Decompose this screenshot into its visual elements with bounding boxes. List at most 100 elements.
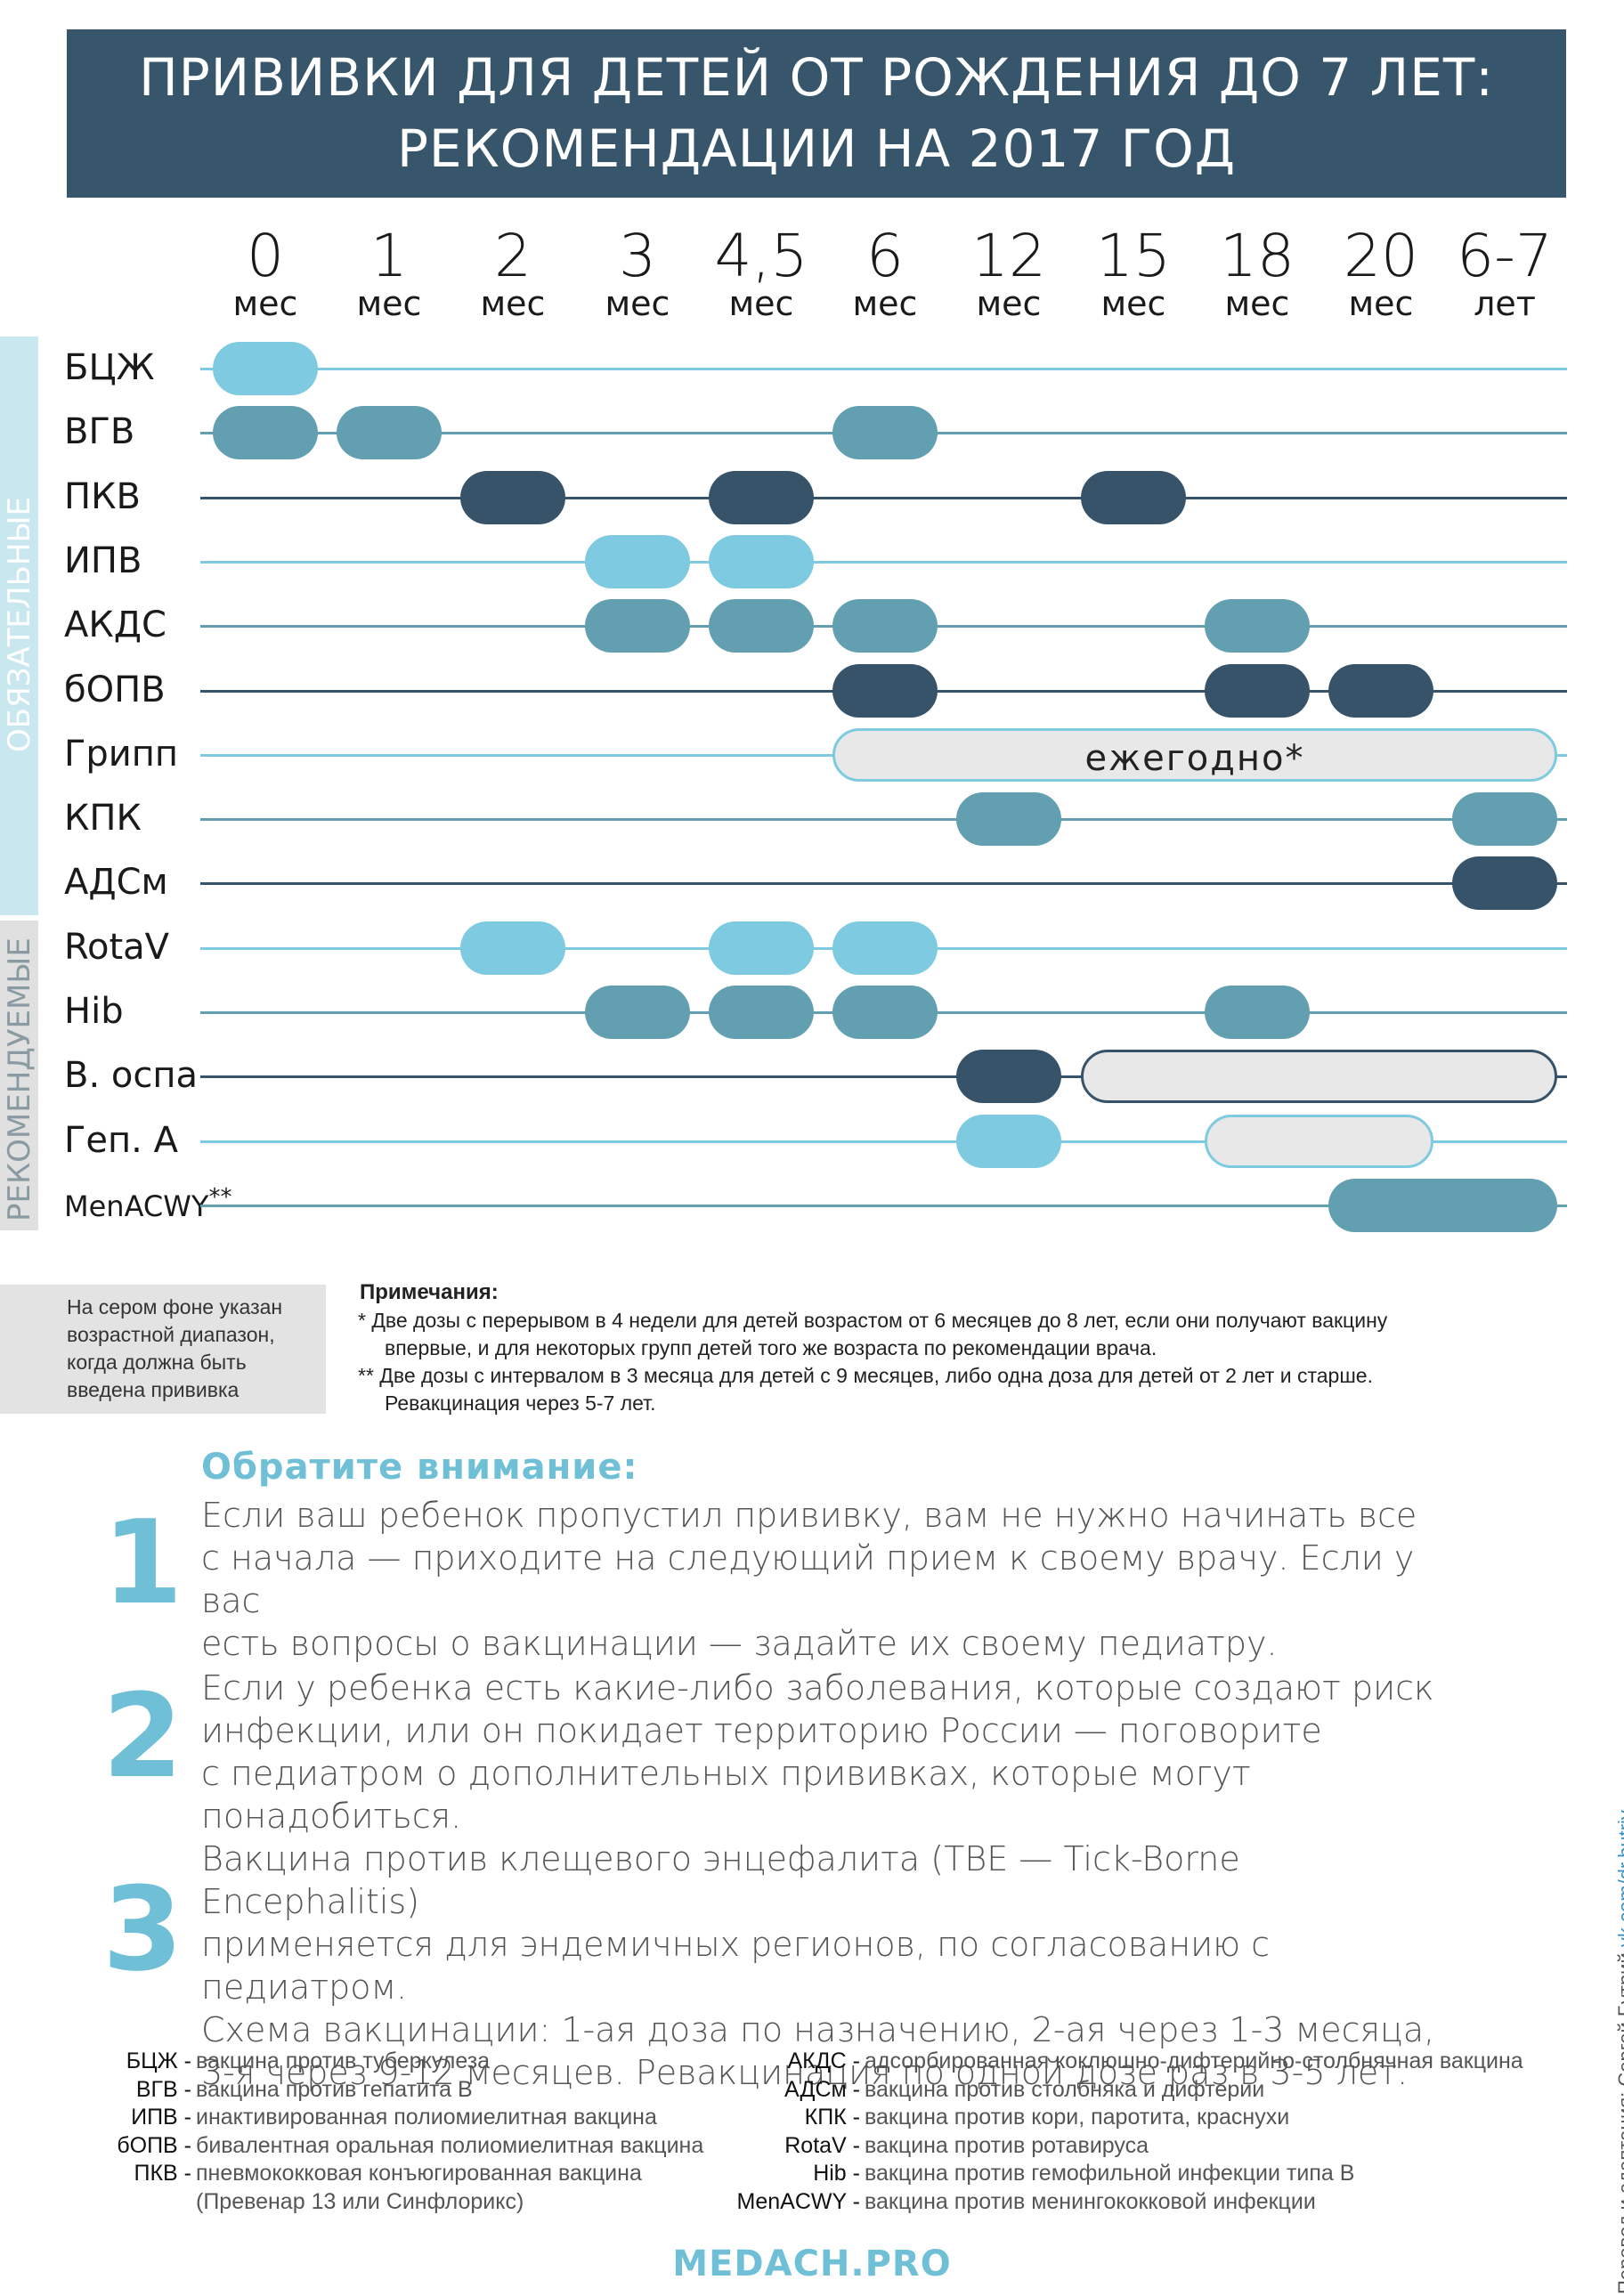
age-value: 12	[971, 222, 1046, 290]
dose-pill	[709, 599, 814, 653]
row-label-text: БЦЖ	[64, 347, 155, 388]
dose-pill	[585, 599, 690, 653]
abbr-value: вакцина против гемофильной инфекции типа…	[865, 2161, 1355, 2186]
row-label: БЦЖ	[64, 347, 155, 388]
age-unit: мес	[1224, 284, 1290, 323]
item-number-1: 1	[102, 1495, 183, 1630]
abbr-value: вакцина против столбняка и дифтерии	[865, 2076, 1265, 2102]
row-timeline	[200, 1075, 1567, 1078]
legend-box: На сером фоне указан возрастной диапазон…	[0, 1285, 326, 1414]
abbr-value: вакцина против кори, паротита, краснухи	[865, 2105, 1290, 2130]
abbr-key: АКДС -	[787, 2049, 861, 2073]
dose-pill	[460, 921, 565, 975]
recommended-label: РЕКОМЕНДУЕМЫЕ	[2, 937, 37, 1221]
item-3-line-2: применяется для эндемичных регионов, по …	[201, 1925, 1271, 2007]
dose-pill	[832, 599, 938, 653]
credit-link[interactable]: vk.com/dr.butriy	[1614, 1810, 1624, 1948]
age-unit: мес	[605, 284, 670, 323]
item-3-line-3: Схема вакцинации: 1-ая доза по назначени…	[201, 2010, 1435, 2049]
item-2-line-2: инфекции, или он покидает территорию Рос…	[201, 1711, 1322, 1750]
age-unit: мес	[1348, 284, 1414, 323]
mandatory-label: ОБЯЗАТЕЛЬНЫЕ	[2, 497, 37, 752]
dose-pill	[460, 471, 565, 524]
row-label: RotaV	[64, 927, 169, 968]
row-label: Грипп	[64, 734, 178, 775]
credit-vertical: Перевод и адаптация: Сергей Бутрий vk.co…	[1614, 1810, 1624, 2294]
abbr-value: вакцина против менингококковой инфекции	[865, 2188, 1316, 2214]
age-value: 6-7	[1457, 222, 1553, 290]
note-2-cont: Ревакцинация через 5-7 лет.	[385, 1391, 656, 1415]
row-label-text: Hib	[64, 991, 124, 1032]
attention-item-3: Вакцина против клещевого энцефалита (TBE…	[201, 1838, 1448, 2094]
row-label: ИПВ	[64, 540, 142, 581]
age-unit: лет	[1474, 284, 1536, 323]
row-timeline	[200, 818, 1567, 821]
age-column: 6-7 лет	[1451, 222, 1558, 323]
dose-pill	[832, 986, 938, 1039]
dose-pill	[832, 664, 938, 718]
row-label-text: MenACWY	[64, 1189, 209, 1223]
age-column: 0 мес	[212, 222, 319, 323]
abbr-key: RotaV -	[784, 2132, 860, 2158]
note-1-cont: впервые, и для некоторых групп детей тог…	[385, 1336, 1157, 1359]
age-unit: мес	[232, 284, 298, 323]
abbr-value: вакцина против гепатита В	[196, 2076, 473, 2102]
row-label: В. оспа	[64, 1055, 198, 1096]
age-value: 1	[370, 222, 408, 290]
dose-pill	[1081, 471, 1186, 524]
dose-pill	[1205, 664, 1310, 718]
age-column: 2 мес	[459, 222, 566, 323]
item-number-2: 2	[102, 1668, 183, 1804]
dose-pill	[832, 406, 938, 459]
abbr-key: MenACWY -	[736, 2188, 860, 2214]
dose-pill	[709, 921, 814, 975]
age-range-pill	[1081, 1050, 1557, 1103]
age-value: 15	[1096, 222, 1171, 290]
dose-pill	[956, 1115, 1061, 1168]
dose-pill	[585, 986, 690, 1039]
row-label-text: Геп. А	[64, 1120, 178, 1161]
abbr-value: вакцина против ротавируса	[865, 2132, 1149, 2158]
row-timeline	[200, 882, 1567, 885]
row-label: АКДС	[64, 604, 166, 645]
abbr-key: БЦЖ -	[126, 2049, 191, 2073]
dose-pill	[213, 342, 318, 395]
row-label-text: В. оспа	[64, 1055, 198, 1096]
age-column: 20 мес	[1328, 227, 1434, 323]
recommended-band	[0, 921, 38, 1230]
abbr-key: Hib -	[813, 2161, 860, 2186]
legend-text: На сером фоне указан возрастной диапазон…	[67, 1295, 283, 1401]
note-1: * Две дозы с перерывом в 4 недели для де…	[358, 1309, 1388, 1332]
row-label: ПКВ	[64, 476, 141, 517]
dose-pill	[956, 792, 1061, 846]
age-value: 2	[494, 222, 532, 290]
age-column: 15 мес	[1080, 222, 1187, 322]
dose-pill	[1452, 856, 1557, 910]
item-1-line-1: Если ваш ребенок пропустил прививку, вам…	[201, 1496, 1417, 1535]
abbr-key: бОПВ -	[117, 2132, 191, 2158]
row-label-text: RotaV	[64, 927, 170, 968]
dose-pill	[709, 535, 814, 588]
age-column: 18 мес	[1204, 227, 1311, 323]
dose-pill	[1452, 792, 1557, 846]
dose-pill	[1205, 986, 1310, 1039]
age-column: 6 мес	[832, 222, 938, 323]
age-column: 1 мес	[336, 222, 443, 323]
age-value: 0	[247, 222, 284, 290]
age-value: 6	[866, 222, 904, 290]
age-unit: мес	[852, 284, 918, 323]
abbr-key: КПК -	[804, 2105, 860, 2130]
brand-logo[interactable]: MEDACH.PRO	[672, 2243, 952, 2284]
age-range-pill: ежегодно*	[832, 728, 1557, 782]
row-label-text: АКДС	[64, 604, 166, 645]
age-unit: мес	[480, 284, 546, 323]
abbr-value: (Превенар 13 или Синфлорикс)	[196, 2188, 524, 2214]
abbr-value: инактивированная полиомиелитная вакцина	[196, 2105, 657, 2130]
age-unit: мес	[356, 284, 422, 323]
age-value: 3	[619, 222, 656, 290]
notes-title: Примечания:	[360, 1280, 499, 1304]
row-label-text: ИПВ	[64, 540, 142, 581]
dose-pill	[213, 406, 318, 459]
dose-pill	[832, 921, 938, 975]
age-column: 3 мес	[584, 222, 691, 323]
